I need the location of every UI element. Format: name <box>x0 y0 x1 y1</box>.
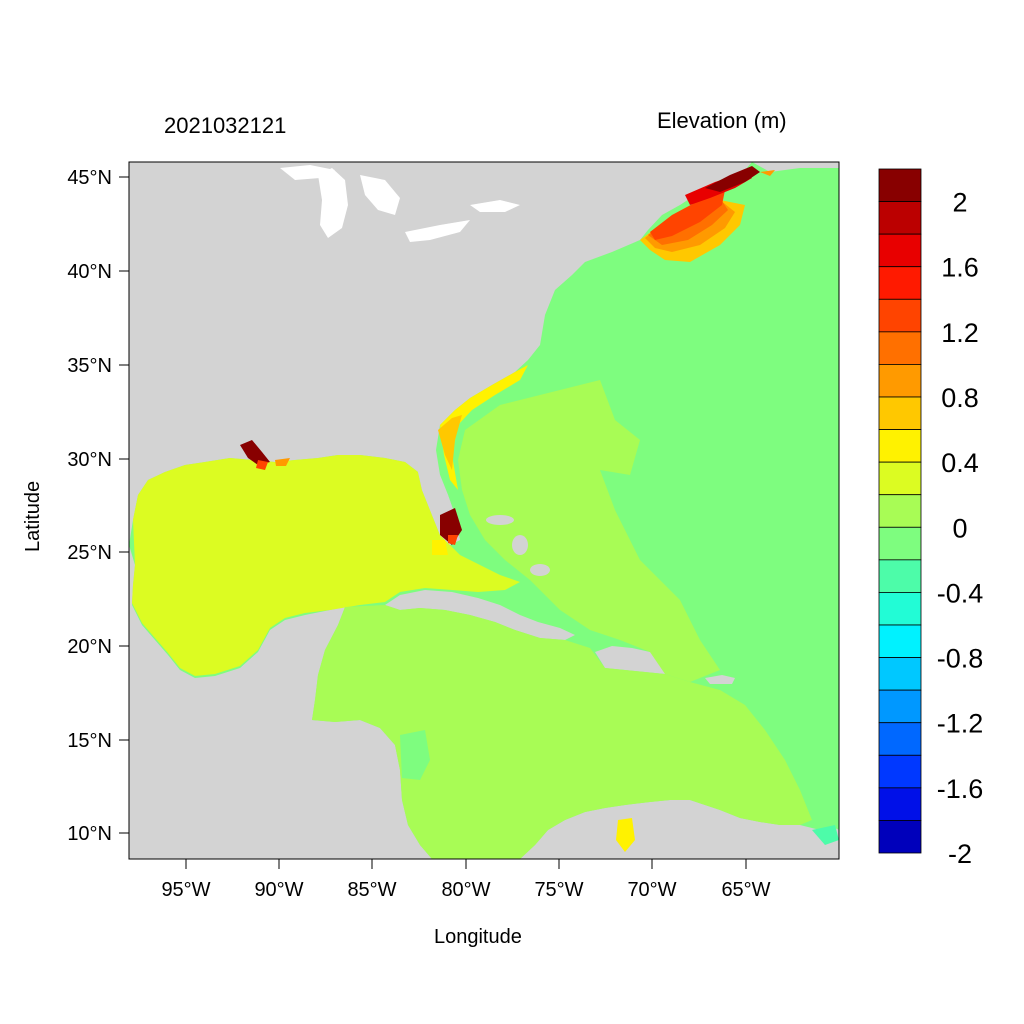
y-tick-label: 35°N <box>67 355 112 377</box>
bahamas-island <box>486 515 514 525</box>
colorbar-swatch <box>878 657 922 691</box>
colorbar-swatch <box>878 461 922 496</box>
central-america-landmass <box>129 545 432 859</box>
colorbar-label: 2 <box>952 188 967 218</box>
colorbar-swatch <box>878 624 922 658</box>
colorbar-label: 0.8 <box>941 383 979 413</box>
y-tick-label: 40°N <box>67 261 112 283</box>
colorbar: 2 1.6 1.2 0.8 0.4 0 -0.4 -0.8 -1.2 -1.6 -2 <box>878 168 984 869</box>
lake-erie <box>405 220 470 242</box>
y-tick-label: 45°N <box>67 167 112 189</box>
new-england-surge <box>640 166 775 262</box>
trinidad-anomaly <box>812 825 839 845</box>
x-tick-label: 65°W <box>721 879 770 901</box>
colorbar-label: -1.2 <box>937 709 984 739</box>
colorbar-swatch <box>878 754 922 789</box>
colorbar-swatch <box>878 494 922 528</box>
great-lakes <box>280 165 520 242</box>
colorbar-swatch <box>878 592 922 626</box>
south-america-landmass <box>520 800 839 859</box>
southeast-coast-surge <box>432 365 528 555</box>
nova-scotia-landmass <box>752 162 839 172</box>
colorbar-swatch <box>878 689 922 724</box>
y-axis-title: Latitude <box>22 480 44 552</box>
x-tick-label: 75°W <box>534 879 583 901</box>
bahamas-islands <box>486 515 550 576</box>
timestamp-title: 2021032121 <box>164 113 287 138</box>
y-tick-label: 25°N <box>67 542 112 564</box>
colorbar-label: 1.2 <box>941 318 979 348</box>
x-tick-label: 80°W <box>441 879 490 901</box>
north-america-landmass <box>129 162 752 545</box>
y-tick-label: 15°N <box>67 730 112 752</box>
lake-michigan <box>318 168 348 238</box>
caribbean-sea <box>312 605 812 859</box>
colorbar-swatch <box>878 526 922 561</box>
colorbar-swatch <box>878 168 922 202</box>
y-tick-label: 30°N <box>67 449 112 471</box>
louisiana-surge <box>240 440 290 470</box>
colorbar-swatch <box>878 396 922 430</box>
colorbar-swatch <box>878 233 922 268</box>
cuba-island <box>385 590 575 640</box>
colorbar-swatch <box>878 429 922 463</box>
colorbar-label: 0 <box>952 513 967 543</box>
maracaibo-anomaly <box>616 818 635 852</box>
colorbar-swatch <box>878 722 922 756</box>
plot-frame <box>128 161 840 860</box>
bahamas-island <box>530 564 550 576</box>
colorbar-swatch <box>878 559 922 593</box>
gulf-of-mexico <box>132 455 520 676</box>
x-tick-label: 95°W <box>161 879 210 901</box>
colorbar-label: -0.8 <box>937 644 984 674</box>
colorbar-swatch <box>878 820 922 854</box>
colorbar-swatch <box>878 298 922 333</box>
colorbar-label: -0.4 <box>937 578 984 608</box>
x-axis-title: Longitude <box>434 926 522 948</box>
y-tick-label: 20°N <box>67 636 112 658</box>
colorbar-label: -1.6 <box>937 774 984 804</box>
colorbar-swatch <box>878 364 922 398</box>
x-axis: 95°W 90°W 85°W 80°W 75°W 70°W 65°W <box>161 859 771 901</box>
variable-title: Elevation (m) <box>657 108 787 133</box>
colorbar-label: 0.4 <box>941 448 979 478</box>
y-axis: 45°N 40°N 35°N 30°N 25°N 20°N 15°N 10°N <box>67 167 129 845</box>
colorbar-swatch <box>878 201 922 235</box>
colorbar-label: 1.6 <box>941 253 979 283</box>
bahamas-bank-water <box>458 380 720 682</box>
colorbar-label: -2 <box>948 839 972 869</box>
x-tick-label: 85°W <box>347 879 396 901</box>
colorbar-swatch <box>878 787 922 821</box>
lake-huron <box>360 175 400 215</box>
honduras-anomaly <box>400 730 430 780</box>
puerto-rico-island <box>705 675 735 684</box>
lake-superior <box>280 165 335 180</box>
x-tick-label: 70°W <box>627 879 676 901</box>
bahamas-island <box>512 535 528 555</box>
lake-ontario <box>470 200 520 212</box>
hispaniola-island <box>595 646 680 674</box>
y-tick-label: 10°N <box>67 823 112 845</box>
colorbar-swatch <box>878 331 922 365</box>
map-plot <box>129 162 839 859</box>
colorbar-swatch <box>878 266 922 300</box>
x-tick-label: 90°W <box>254 879 303 901</box>
